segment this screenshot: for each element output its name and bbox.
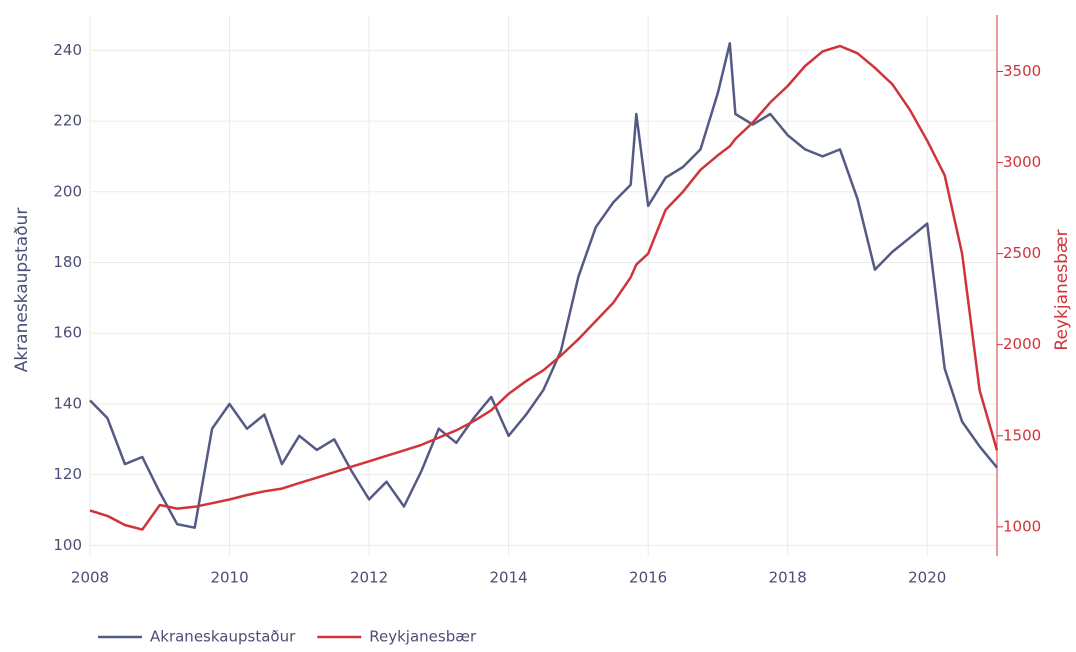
y2-tick-label: 2500 xyxy=(1003,244,1041,262)
y-tick-label: 180 xyxy=(53,253,82,271)
y-tick-label: 240 xyxy=(53,41,82,59)
y-tick-label: 200 xyxy=(53,182,82,200)
legend-label: Reykjanesbær xyxy=(369,628,477,646)
x-tick-label: 2010 xyxy=(210,569,248,587)
x-tick-label: 2012 xyxy=(350,569,388,587)
y2-tick-label: 2000 xyxy=(1003,335,1041,353)
x-tick-label: 2008 xyxy=(71,569,109,587)
y-tick-label: 120 xyxy=(53,465,82,483)
y-tick-label: 220 xyxy=(53,112,82,130)
y2-tick-label: 3500 xyxy=(1003,62,1041,80)
y-axis-label: Akraneskaupstaður xyxy=(12,208,32,373)
x-tick-label: 2014 xyxy=(490,569,528,587)
y-tick-label: 140 xyxy=(53,394,82,412)
series-line xyxy=(89,42,998,529)
y-tick-label: 160 xyxy=(53,324,82,342)
y-tick-label: 100 xyxy=(53,536,82,554)
x-tick-label: 2016 xyxy=(629,569,667,587)
y2-tick-label: 3000 xyxy=(1003,153,1041,171)
x-tick-label: 2018 xyxy=(769,569,807,587)
x-tick-label: 2020 xyxy=(908,569,946,587)
y2-axis-label: Reykjanesbær xyxy=(1052,229,1072,350)
legend-label: Akraneskaupstaður xyxy=(150,628,296,646)
y2-tick-label: 1000 xyxy=(1003,517,1041,535)
series-line xyxy=(89,44,999,531)
y2-tick-label: 1500 xyxy=(1003,426,1041,444)
